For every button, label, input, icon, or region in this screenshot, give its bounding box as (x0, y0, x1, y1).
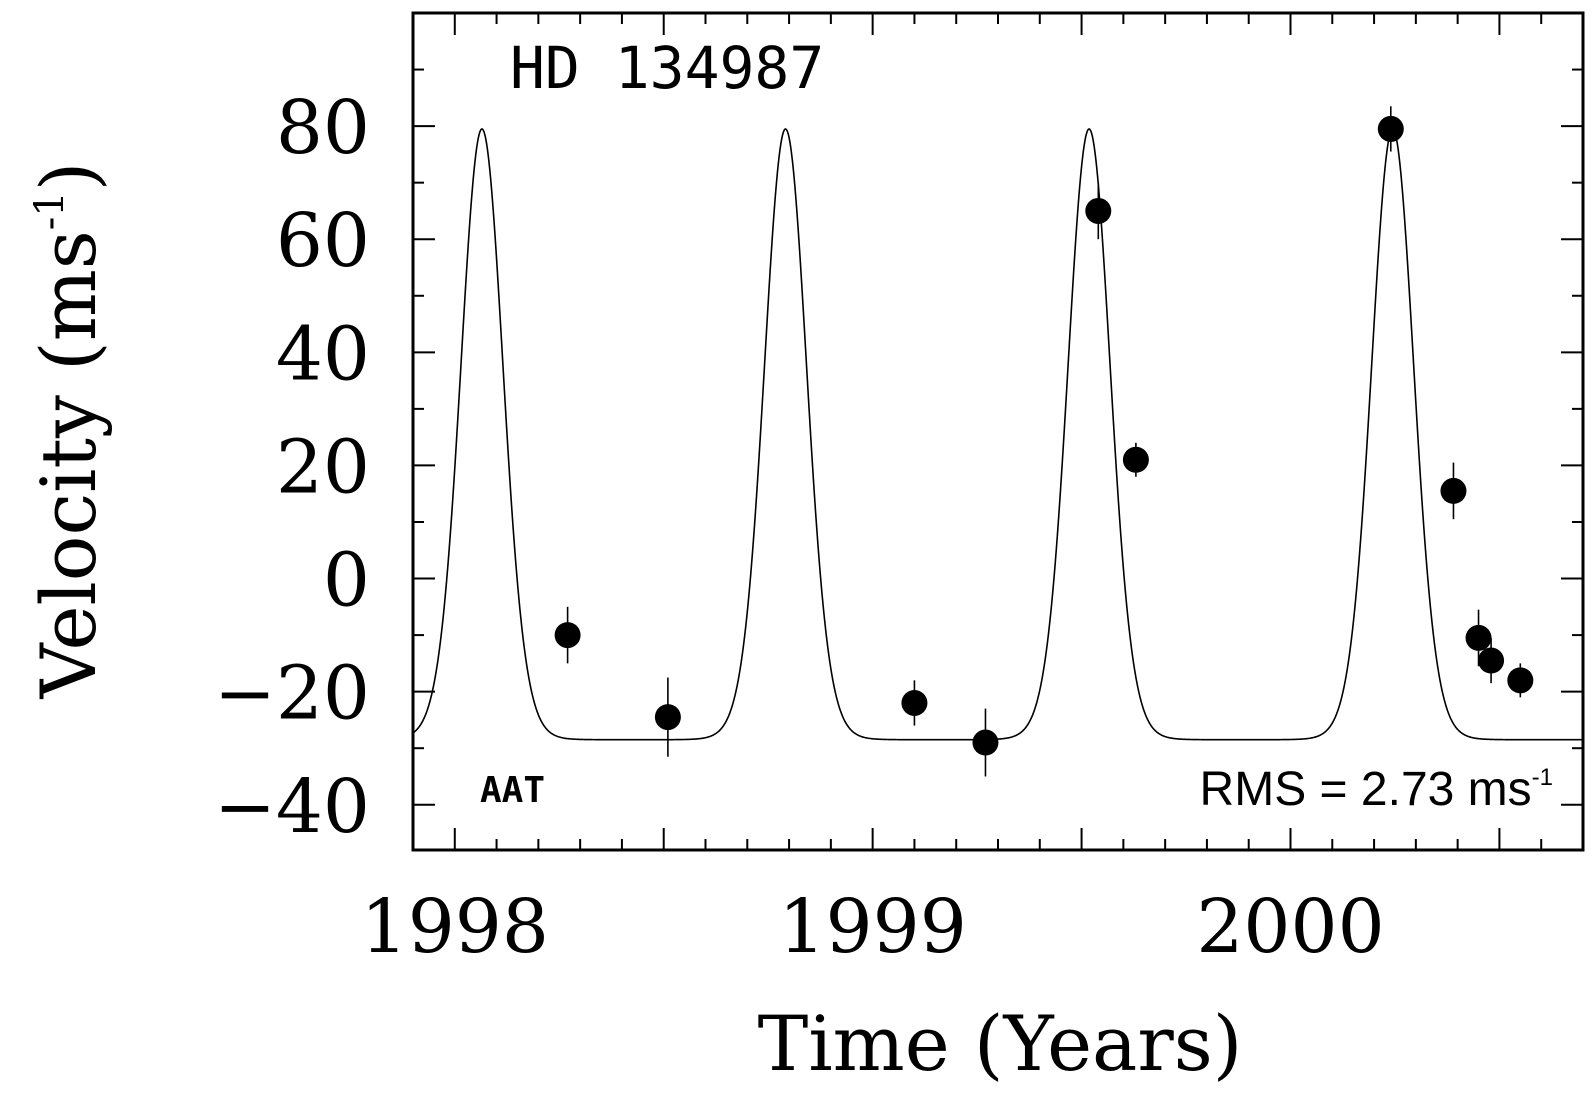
data-point (1478, 647, 1505, 674)
y-tick-label: 20 (276, 424, 370, 510)
x-tick-label: 1999 (778, 884, 966, 970)
major-ticks (413, 12, 1583, 850)
plot-frame (411, 11, 1585, 852)
rms-superscript: -1 (1532, 764, 1553, 791)
y-tick-label: 60 (276, 198, 370, 284)
rms-annotation: RMS = 2.73 ms-1 (1200, 763, 1553, 816)
data-point (1122, 446, 1149, 473)
y-axis-title-superscript: -1 (27, 191, 73, 230)
data-point (1465, 624, 1492, 651)
data-point (554, 622, 581, 649)
data-point (1507, 667, 1534, 694)
rms-text: RMS = 2.73 ms (1200, 763, 1532, 816)
x-tick-labels: 1998 1999 2000 (361, 884, 1385, 970)
x-tick-label: 2000 (1196, 884, 1384, 970)
x-tick-label: 1998 (361, 884, 549, 970)
y-tick-label: −20 (214, 651, 370, 737)
data-point (1377, 115, 1404, 142)
orbit-fit-curve (412, 128, 1583, 741)
y-axis-title-close: ) (24, 162, 113, 192)
chart-title: HD 134987 (510, 34, 824, 102)
observatory-label: AAT (480, 770, 545, 811)
data-point (654, 704, 681, 731)
data-point (901, 689, 928, 716)
data-point (1085, 197, 1112, 224)
y-tick-labels: −40 −20 0 20 40 60 80 (214, 85, 370, 850)
data-points (554, 106, 1534, 777)
y-tick-label: 80 (276, 85, 370, 171)
x-axis-title: Time (Years) (758, 999, 1243, 1088)
y-axis-title-text: Velocity (ms (24, 230, 113, 699)
data-point (972, 729, 999, 756)
minor-ticks (412, 13, 1584, 850)
y-axis-title: Velocity (ms-1) (24, 162, 113, 700)
data-point (1440, 477, 1467, 504)
y-tick-label: 40 (276, 311, 370, 397)
y-tick-label: 0 (323, 538, 370, 624)
y-tick-label: −40 (214, 764, 370, 850)
